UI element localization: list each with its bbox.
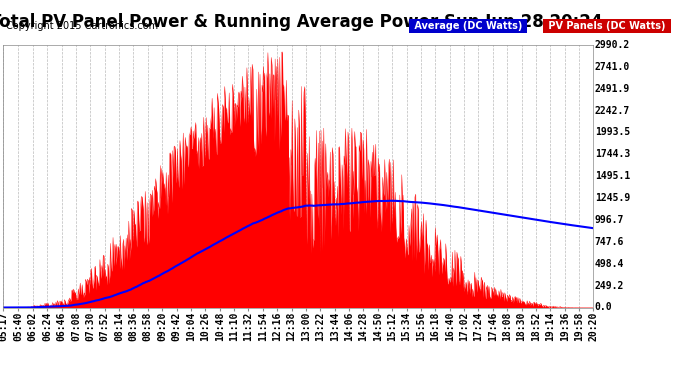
Text: Copyright 2015 Cartronics.com: Copyright 2015 Cartronics.com xyxy=(6,21,157,31)
Text: 1993.5: 1993.5 xyxy=(595,128,630,138)
Text: 249.2: 249.2 xyxy=(595,280,624,291)
Text: 0.0: 0.0 xyxy=(595,303,613,312)
Text: 1245.9: 1245.9 xyxy=(595,193,630,203)
Text: 1744.3: 1744.3 xyxy=(595,149,630,159)
Text: 1495.1: 1495.1 xyxy=(595,171,630,181)
Text: Average (DC Watts): Average (DC Watts) xyxy=(411,21,525,31)
Text: 2990.2: 2990.2 xyxy=(595,40,630,50)
Text: 498.4: 498.4 xyxy=(595,259,624,269)
Text: 747.6: 747.6 xyxy=(595,237,624,247)
Text: Total PV Panel Power & Running Average Power Sun Jun 28 20:24: Total PV Panel Power & Running Average P… xyxy=(0,13,603,31)
Text: PV Panels (DC Watts): PV Panels (DC Watts) xyxy=(545,21,669,31)
Text: 2491.9: 2491.9 xyxy=(595,84,630,94)
Text: 996.7: 996.7 xyxy=(595,215,624,225)
Text: 2242.7: 2242.7 xyxy=(595,106,630,116)
Text: 2741.0: 2741.0 xyxy=(595,62,630,72)
